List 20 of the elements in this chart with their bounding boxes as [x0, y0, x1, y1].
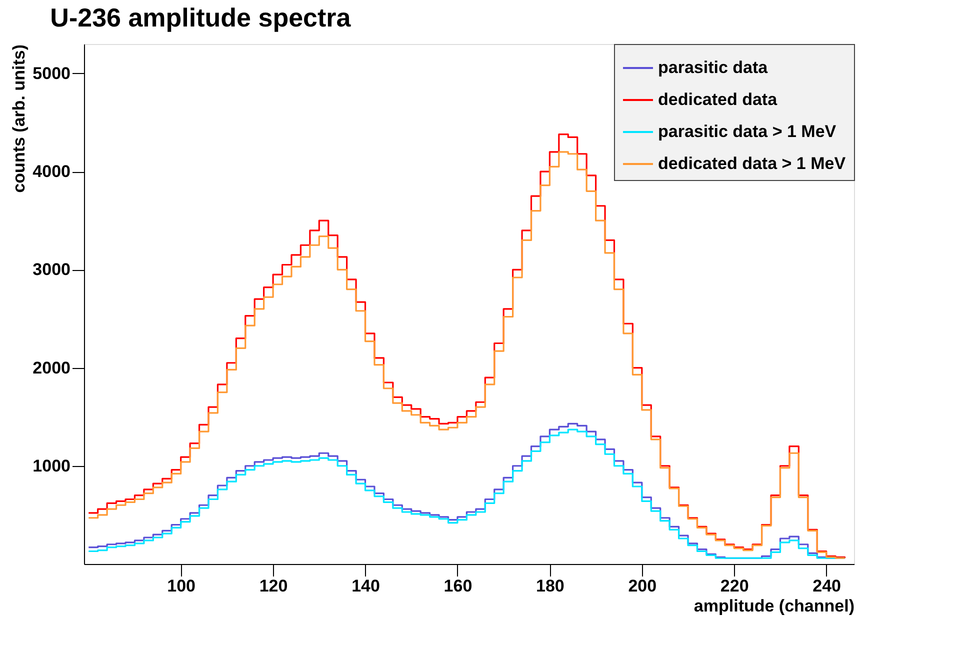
- chart-title: U-236 amplitude spectra: [50, 2, 352, 32]
- x-tick-label: 140: [352, 576, 380, 596]
- legend-label: parasitic data > 1 MeV: [658, 122, 837, 141]
- x-tick-label: 220: [720, 576, 749, 596]
- y-tick-label: 4000: [32, 162, 70, 182]
- x-tick-label: 180: [536, 576, 564, 596]
- x-tick-label: 120: [259, 576, 288, 596]
- x-tick-label: 160: [444, 576, 472, 596]
- legend-label: dedicated data: [658, 90, 778, 109]
- x-tick-label: 240: [812, 576, 842, 596]
- x-tick-label: 200: [628, 576, 657, 596]
- legend-label: parasitic data: [658, 58, 768, 77]
- y-tick-label: 2000: [32, 358, 70, 378]
- y-axis-title: counts (arb. units): [10, 44, 29, 193]
- legend-label: dedicated data > 1 MeV: [658, 154, 846, 173]
- y-tick-label: 5000: [32, 64, 70, 83]
- x-axis-title: amplitude (channel): [694, 596, 854, 616]
- y-tick-label: 3000: [32, 260, 70, 280]
- x-tick-label: 100: [167, 576, 196, 596]
- y-tick-label: 1000: [32, 456, 70, 476]
